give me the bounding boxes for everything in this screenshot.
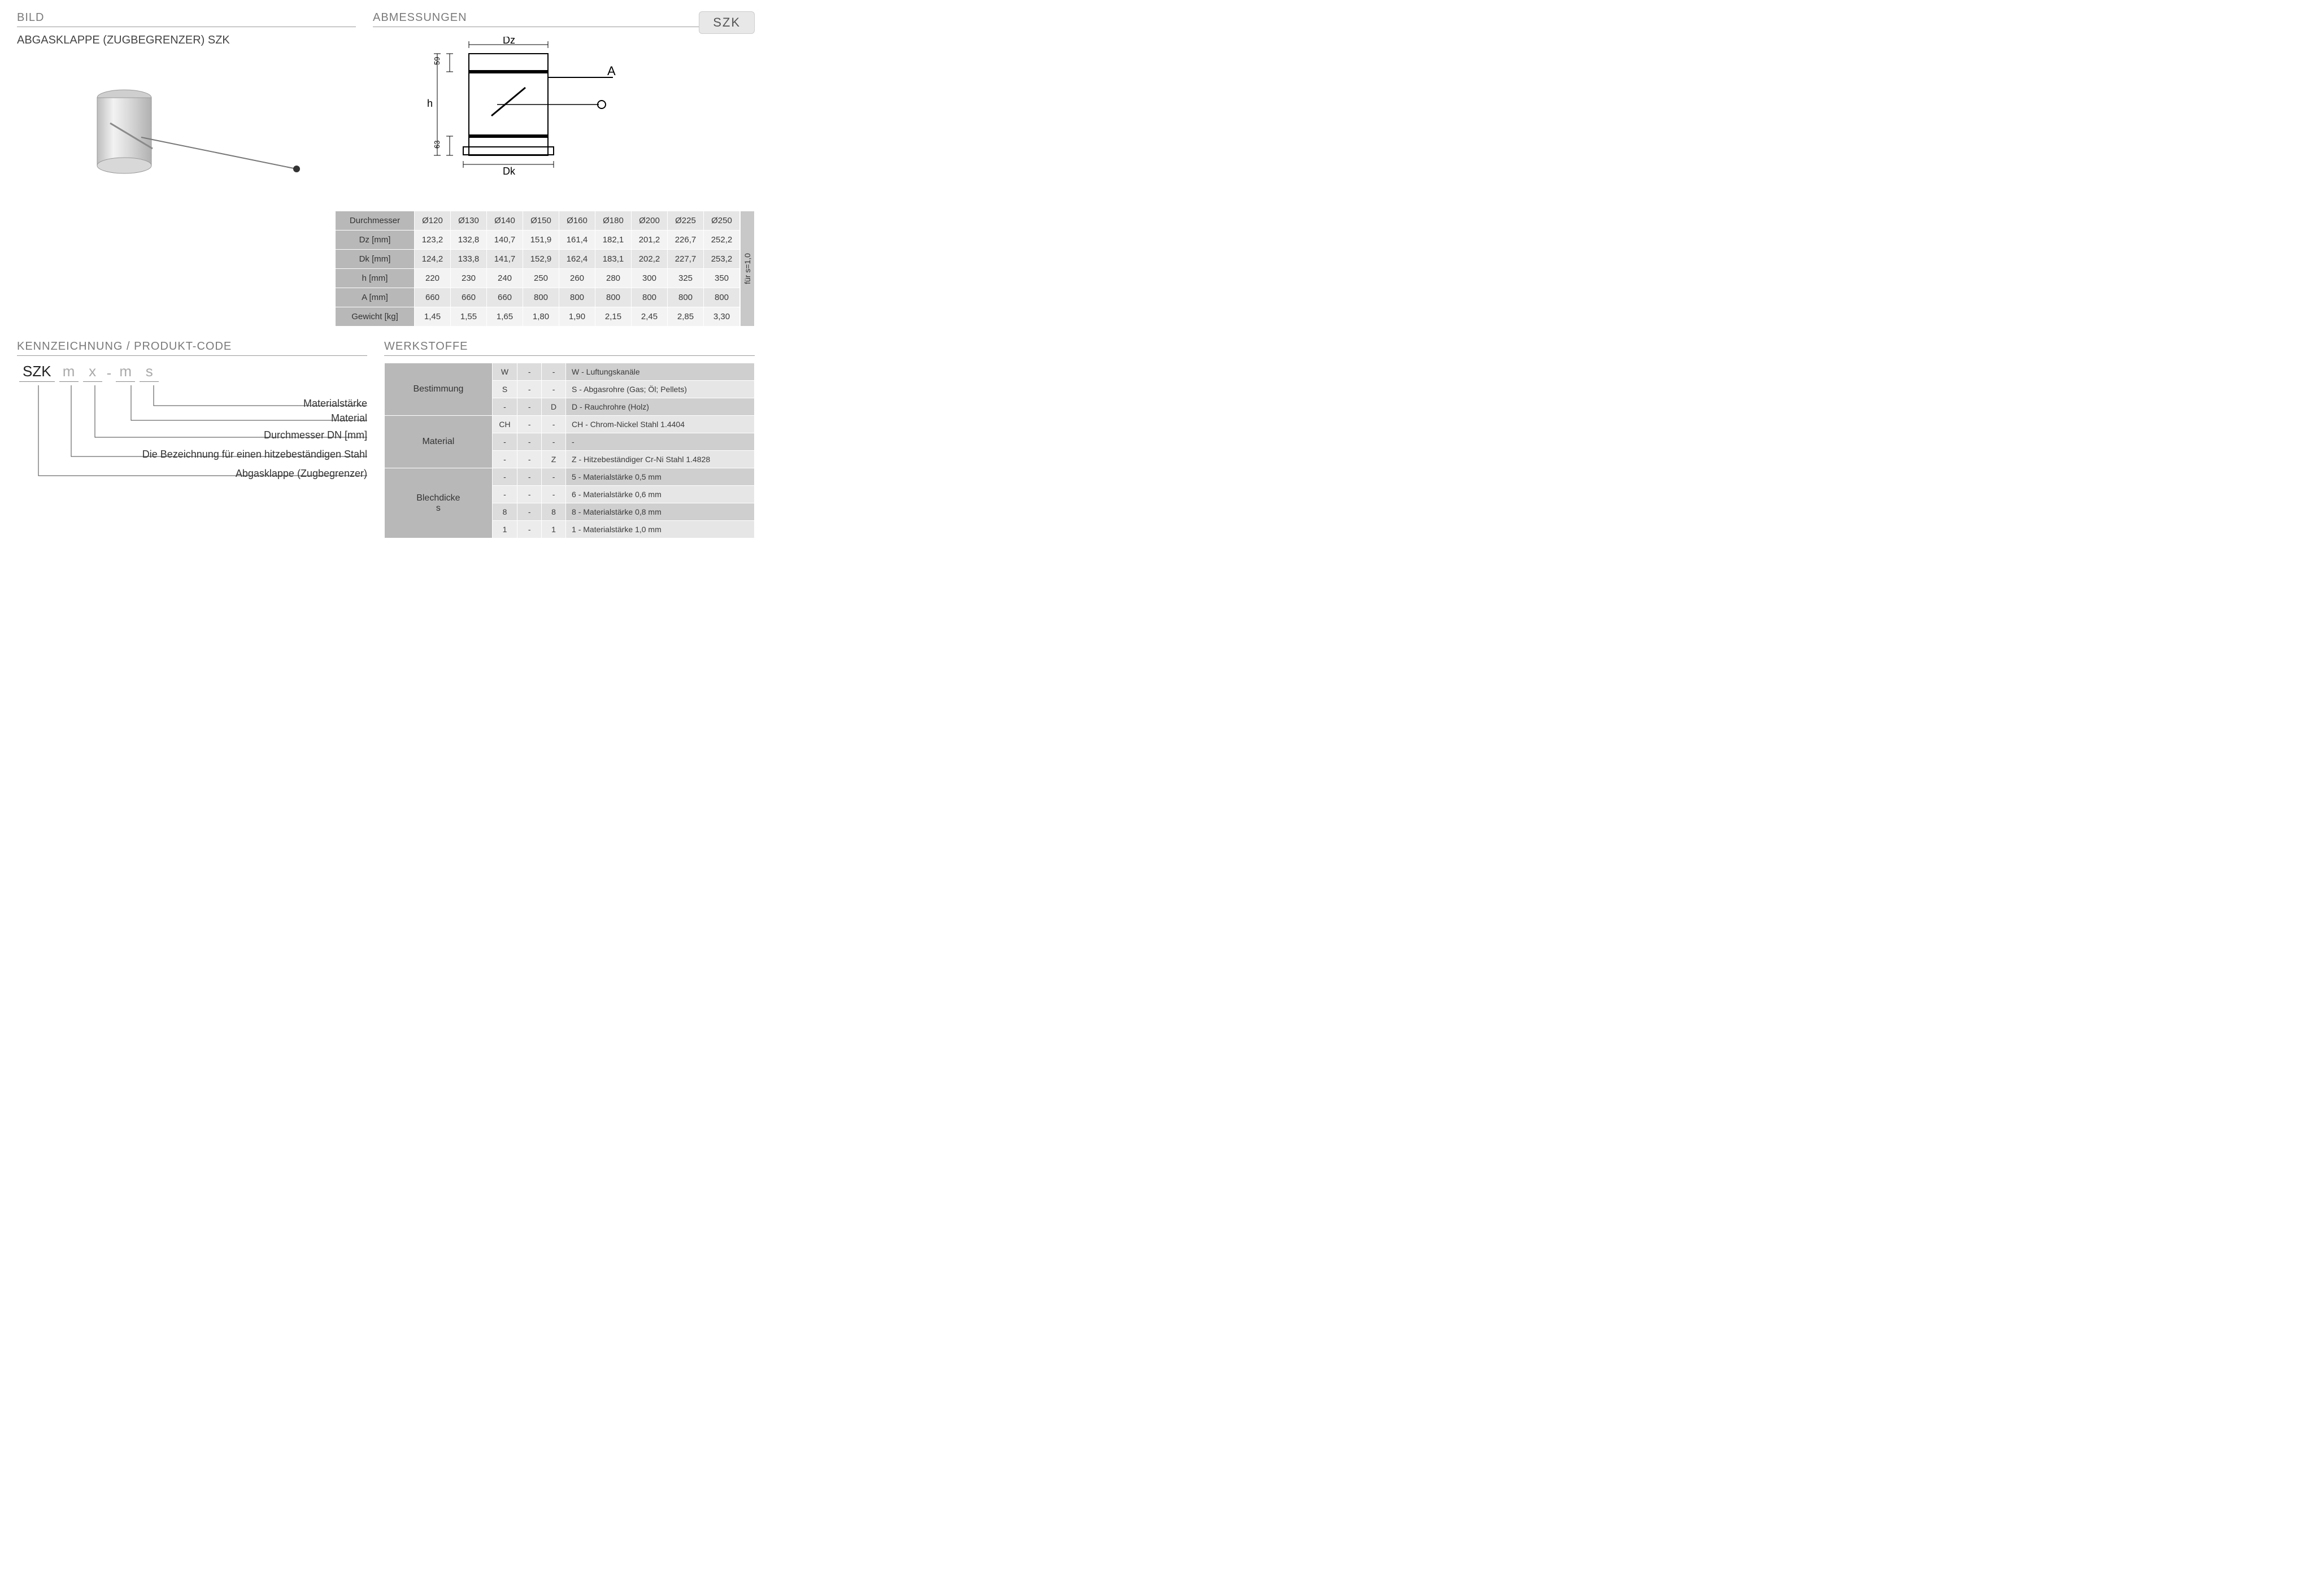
code-seg-s: s	[140, 363, 159, 382]
code-label-4: Abgasklappe (Zugbegrenzer)	[236, 468, 367, 480]
product-code-badge: SZK	[699, 11, 755, 34]
code-label-1: Material	[331, 412, 367, 424]
code-seg-szk: SZK	[19, 363, 55, 382]
code-leader-lines: Materialstärke Material Durchmesser DN […	[19, 385, 367, 493]
svg-text:A: A	[607, 64, 616, 78]
code-label-3: Die Bezeichnung für einen hitzebeständig…	[142, 449, 367, 460]
product-photo	[17, 58, 356, 205]
code-dash: -	[107, 364, 112, 382]
svg-text:59: 59	[433, 57, 441, 65]
code-seg-x: x	[83, 363, 102, 382]
dimensions-table: DurchmesserØ120Ø130Ø140Ø150Ø160Ø180Ø200Ø…	[335, 211, 740, 327]
svg-text:63: 63	[433, 141, 441, 149]
code-seg-m2: m	[116, 363, 135, 382]
werkstoffe-table: BestimmungW--W - LuftungskanäleS--S - Ab…	[384, 363, 755, 538]
dimensions-side-note: für s=1,0	[740, 211, 755, 327]
section-header-bild: BILD	[17, 11, 356, 27]
section-header-werkstoffe: WERKSTOFFE	[384, 340, 755, 356]
section-header-abmessungen: ABMESSUNGEN	[373, 11, 755, 27]
product-code-line: SZK m x - m s	[19, 363, 367, 382]
svg-text:Dk: Dk	[503, 166, 516, 177]
code-label-2: Durchmesser DN [mm]	[264, 429, 367, 441]
product-title: ABGASKLAPPE (ZUGBEGRENZER) SZK	[17, 34, 356, 47]
svg-text:h: h	[427, 98, 433, 109]
technical-diagram: Dz Dk h A 59 63	[373, 34, 755, 181]
code-seg-m1: m	[59, 363, 79, 382]
section-header-kennzeichnung: KENNZEICHNUNG / PRODUKT-CODE	[17, 340, 367, 356]
svg-text:Dz: Dz	[503, 37, 515, 46]
code-label-0: Materialstärke	[303, 398, 367, 410]
